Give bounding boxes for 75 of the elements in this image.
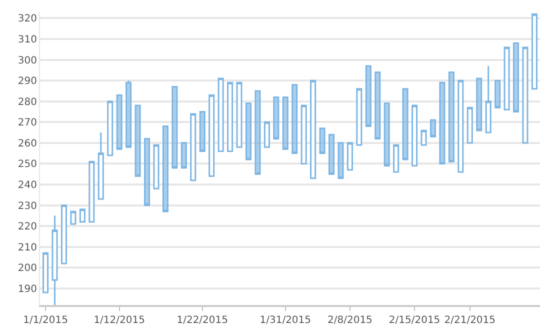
candlestick	[144, 138, 150, 206]
candlestick	[134, 104, 141, 177]
candlestick	[531, 13, 538, 90]
y-tick-label: 220	[18, 222, 37, 233]
x-tick-label: 1/22/2015	[176, 315, 228, 326]
candlestick	[310, 80, 316, 179]
x-tick-label: 2/8/2015	[328, 315, 372, 326]
candlestick	[107, 100, 114, 156]
candlestick	[264, 121, 270, 148]
x-tick-label: 1/1/2015	[23, 315, 68, 326]
candlestick	[439, 82, 446, 164]
y-tick-label: 260	[18, 138, 37, 150]
candlestick	[208, 94, 215, 177]
candlestick	[245, 102, 252, 160]
candlestick	[153, 144, 160, 190]
candlestick	[513, 42, 520, 112]
candlestick	[338, 142, 344, 179]
candlestick	[116, 94, 122, 150]
candlestick	[430, 119, 436, 138]
candlestick	[172, 86, 178, 169]
candlestick	[42, 252, 49, 294]
candlestick	[70, 210, 76, 225]
candlestick	[227, 82, 234, 152]
candlestick	[199, 110, 206, 152]
y-tick-label: 300	[18, 55, 37, 66]
candlestick	[504, 46, 510, 110]
candlestick	[190, 113, 196, 182]
candlestick	[412, 104, 418, 167]
candlestick	[88, 160, 95, 223]
candlestick	[282, 96, 288, 150]
candlestick	[319, 128, 326, 154]
candlestick	[346, 142, 353, 171]
candlestick	[328, 134, 335, 175]
x-tick-label: 1/12/2015	[94, 315, 145, 326]
y-tick-label: 240	[18, 180, 37, 191]
candlestick	[98, 132, 104, 200]
candlestick	[458, 80, 464, 173]
y-tick-label: 190	[18, 284, 37, 295]
y-tick-label: 270	[18, 118, 37, 129]
candlestick	[300, 104, 307, 164]
candlestick	[52, 214, 58, 305]
y-tick-label: 210	[18, 242, 37, 254]
candlestick	[356, 88, 362, 146]
candlestick	[466, 106, 473, 144]
candlestick	[254, 90, 261, 175]
y-tick-label: 200	[18, 263, 37, 274]
candlestick	[494, 80, 501, 108]
y-tick-label: 290	[18, 76, 37, 88]
candlestick	[292, 84, 298, 154]
y-tick-label: 310	[18, 34, 37, 46]
candlestick	[126, 80, 132, 148]
candlestick	[448, 72, 454, 162]
candlestick	[485, 65, 492, 134]
x-tick-label: 1/31/2015	[260, 315, 312, 326]
candlestick	[180, 142, 187, 169]
x-tick-label: 2/21/2015	[444, 315, 496, 326]
x-tick-label: 2/15/2015	[388, 315, 440, 326]
candlestick	[420, 130, 427, 146]
candlestick	[162, 126, 168, 212]
candlestick	[236, 82, 242, 148]
y-tick-label: 280	[18, 96, 37, 108]
candlestick	[522, 46, 528, 144]
candlestick	[476, 78, 482, 132]
y-tick-label: 320	[18, 14, 37, 25]
candlestick	[402, 88, 408, 160]
candlestick	[218, 78, 224, 152]
y-tick-label: 230	[18, 200, 37, 212]
candlestick	[365, 65, 372, 128]
candlestick	[273, 96, 280, 140]
candlestick	[374, 72, 381, 140]
candlestick	[384, 102, 390, 167]
y-tick-label: 250	[18, 159, 37, 170]
candlestick	[393, 144, 400, 173]
candlestick	[79, 208, 86, 223]
candlestick	[60, 204, 67, 264]
